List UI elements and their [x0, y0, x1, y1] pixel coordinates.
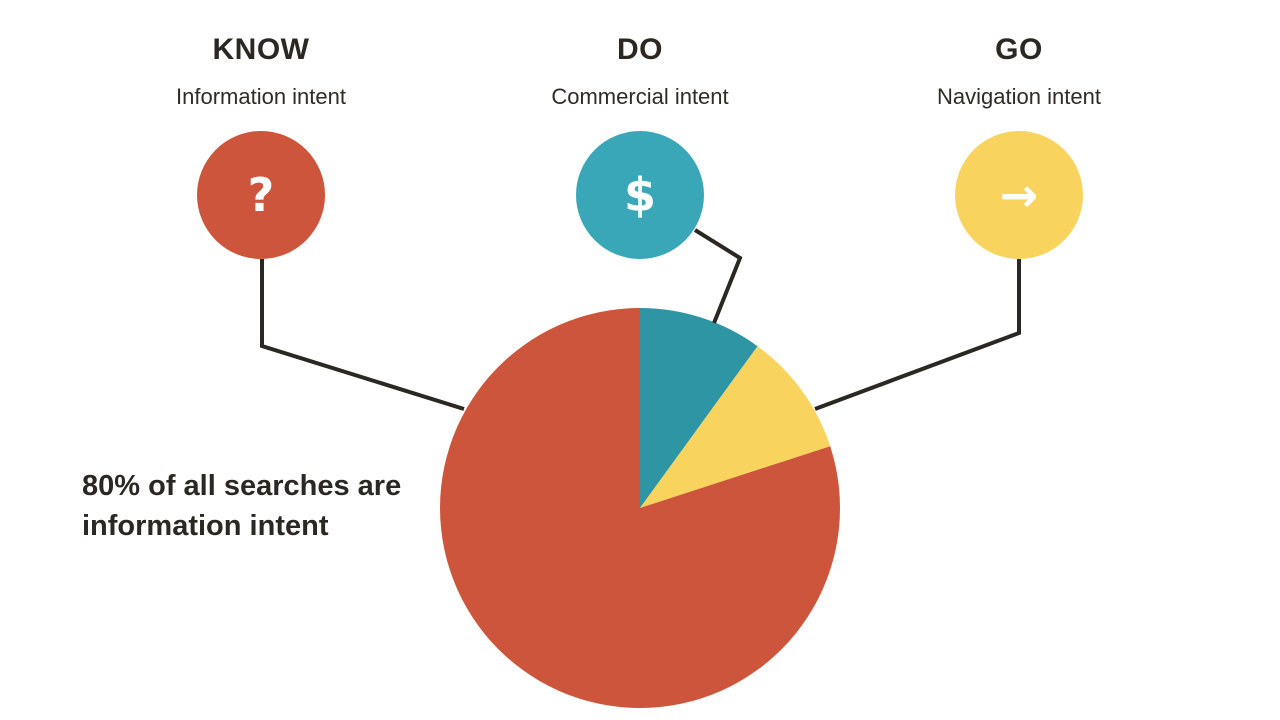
right-arrow-glyph: →	[999, 168, 1039, 222]
know-title: KNOW	[212, 33, 310, 66]
pie-slices	[439, 307, 840, 708]
right-arrow-icon: →	[955, 131, 1083, 259]
do-category: DO Commercial intent	[490, 30, 790, 112]
pie-slice-commercial-intent	[640, 307, 758, 508]
know-category: KNOW Information intent	[111, 30, 411, 112]
question-mark-icon: ?	[197, 131, 325, 259]
go-subtitle: Navigation intent	[937, 84, 1101, 109]
go-category: GO Navigation intent	[869, 30, 1169, 112]
pie-slice-navigation-intent	[640, 346, 831, 508]
dollar-sign-icon: $	[576, 131, 704, 259]
pie-annotation: 80% of all searches are information inte…	[82, 470, 402, 542]
go-title: GO	[995, 33, 1043, 66]
go-connector-line	[814, 259, 1021, 411]
pie-slice-information-intent	[439, 308, 840, 708]
dollar-sign-glyph: $	[623, 168, 656, 222]
do-subtitle: Commercial intent	[551, 84, 729, 109]
do-connector-line	[693, 228, 743, 324]
know-subtitle: Information intent	[176, 84, 346, 109]
connector-lines	[260, 228, 1021, 411]
question-mark-glyph: ?	[247, 168, 275, 222]
know-connector-line	[260, 259, 465, 411]
do-title: DO	[617, 33, 663, 66]
